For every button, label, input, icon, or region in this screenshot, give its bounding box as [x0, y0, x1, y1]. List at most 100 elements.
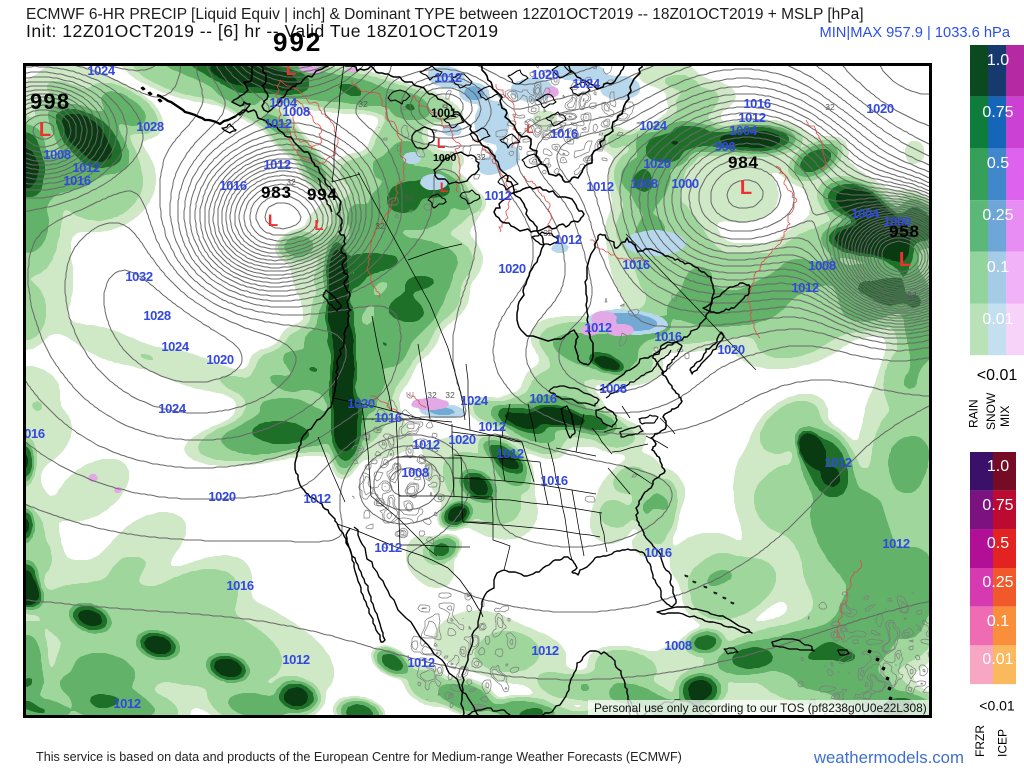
svg-text:32: 32 [427, 390, 437, 400]
svg-text:1020: 1020 [448, 432, 475, 447]
svg-text:1012: 1012 [496, 446, 523, 461]
svg-text:1016: 1016 [540, 473, 567, 488]
svg-text:1001: 1001 [431, 108, 457, 120]
svg-text:1000: 1000 [433, 152, 457, 164]
svg-text:MIX: MIX [998, 406, 1012, 427]
svg-text:32: 32 [907, 290, 917, 300]
svg-text:0.01: 0.01 [982, 651, 1013, 668]
svg-text:1012: 1012 [374, 540, 401, 555]
svg-text:1016: 1016 [374, 410, 401, 425]
svg-text:0.75: 0.75 [982, 497, 1013, 514]
svg-text:L: L [526, 122, 533, 136]
svg-text:1016: 1016 [622, 257, 649, 272]
svg-text:32: 32 [825, 102, 835, 112]
svg-text:1012: 1012 [282, 652, 309, 667]
svg-text:996: 996 [715, 139, 736, 154]
svg-text:1012: 1012 [407, 655, 434, 670]
svg-text:1008: 1008 [401, 465, 428, 480]
svg-text:1004: 1004 [269, 95, 297, 110]
svg-text:0.75: 0.75 [982, 104, 1013, 121]
svg-text:1024: 1024 [87, 63, 115, 78]
svg-text:1012: 1012 [531, 643, 558, 658]
svg-text:0.5: 0.5 [987, 535, 1009, 552]
svg-text:ICEP: ICEP [996, 729, 1010, 757]
svg-text:1028: 1028 [136, 119, 163, 134]
svg-text:SNOW: SNOW [984, 392, 998, 430]
svg-text:<0.01: <0.01 [979, 698, 1015, 714]
svg-text:Init: 12Z01OCT2019 -- [6] hr -: Init: 12Z01OCT2019 -- [6] hr -- Valid Tu… [26, 21, 499, 41]
svg-text:1016: 1016 [529, 391, 556, 406]
svg-text:1012: 1012 [738, 110, 765, 125]
svg-text:0.01: 0.01 [982, 311, 1013, 328]
svg-text:1008: 1008 [282, 104, 309, 119]
svg-text:1012: 1012 [264, 116, 291, 131]
svg-text:L: L [437, 135, 446, 151]
svg-text:0.1: 0.1 [987, 613, 1009, 630]
svg-text:Personal use only according to: Personal use only according to our TOS (… [594, 701, 927, 715]
svg-text:L: L [440, 179, 449, 195]
svg-text:32: 32 [358, 99, 368, 109]
svg-text:1024: 1024 [460, 393, 488, 408]
svg-text:1016: 1016 [219, 178, 246, 193]
svg-text:1020: 1020 [498, 261, 525, 276]
svg-text:1.0: 1.0 [987, 52, 1009, 69]
svg-text:0.25: 0.25 [982, 207, 1013, 224]
svg-text:1012: 1012 [434, 70, 461, 85]
svg-text:1012: 1012 [72, 160, 99, 175]
svg-text:1012: 1012 [586, 179, 613, 194]
svg-text:1012: 1012 [484, 188, 511, 203]
svg-text:1024: 1024 [158, 401, 186, 416]
svg-text:32: 32 [476, 152, 486, 162]
svg-text:1012: 1012 [824, 455, 851, 470]
svg-text:MIN|MAX 957.9 | 1033.6 hPa: MIN|MAX 957.9 | 1033.6 hPa [819, 25, 1010, 41]
svg-text:L: L [314, 217, 323, 234]
svg-text:weathermodels.com: weathermodels.com [813, 748, 964, 767]
svg-text:1012: 1012 [882, 536, 909, 551]
svg-text:1012: 1012 [303, 491, 330, 506]
svg-text:1012: 1012 [584, 320, 611, 335]
svg-text:1008: 1008 [630, 176, 657, 191]
svg-text:1016: 1016 [63, 173, 90, 188]
svg-text:L: L [899, 249, 911, 271]
svg-text:1004: 1004 [729, 123, 757, 138]
svg-text:1024: 1024 [161, 339, 189, 354]
svg-text:1020: 1020 [347, 396, 374, 411]
svg-text:1004: 1004 [851, 206, 879, 221]
svg-text:ECMWF 6-HR PRECIP [Liquid Equi: ECMWF 6-HR PRECIP [Liquid Equiv | inch] … [26, 6, 864, 23]
svg-text:L: L [268, 211, 278, 230]
svg-text:1008: 1008 [599, 381, 626, 396]
svg-text:1020: 1020 [531, 67, 558, 82]
svg-text:1020: 1020 [717, 342, 744, 357]
svg-text:1028: 1028 [143, 308, 170, 323]
svg-text:1.0: 1.0 [987, 458, 1009, 475]
svg-text:1016: 1016 [17, 426, 44, 441]
svg-text:0.5: 0.5 [987, 155, 1009, 172]
svg-text:1016: 1016 [550, 126, 577, 141]
svg-text:958: 958 [889, 222, 920, 241]
svg-text:1016: 1016 [226, 578, 253, 593]
svg-text:994: 994 [307, 185, 338, 204]
svg-text:1012: 1012 [113, 696, 140, 711]
svg-text:32: 32 [286, 177, 296, 187]
svg-text:1024: 1024 [639, 118, 667, 133]
svg-text:1000: 1000 [671, 176, 698, 191]
svg-text:0.1: 0.1 [987, 259, 1009, 276]
svg-text:1016: 1016 [743, 96, 770, 111]
svg-text:32: 32 [375, 221, 385, 231]
svg-text:32: 32 [404, 193, 414, 203]
svg-text:1012: 1012 [554, 232, 581, 247]
svg-text:983: 983 [261, 183, 292, 202]
svg-text:1032: 1032 [125, 269, 152, 284]
svg-text:984: 984 [728, 153, 759, 172]
svg-text:<0.01: <0.01 [977, 367, 1018, 384]
svg-text:32: 32 [543, 228, 553, 238]
svg-text:998: 998 [30, 89, 70, 114]
svg-text:0.25: 0.25 [982, 574, 1013, 591]
svg-text:1024: 1024 [572, 76, 600, 91]
svg-text:1020: 1020 [643, 156, 670, 171]
svg-text:1012: 1012 [263, 157, 290, 172]
svg-text:FRZR: FRZR [973, 725, 987, 757]
svg-text:1020: 1020 [866, 101, 893, 116]
svg-text:1000: 1000 [883, 214, 910, 229]
svg-text:1012: 1012 [791, 280, 818, 295]
